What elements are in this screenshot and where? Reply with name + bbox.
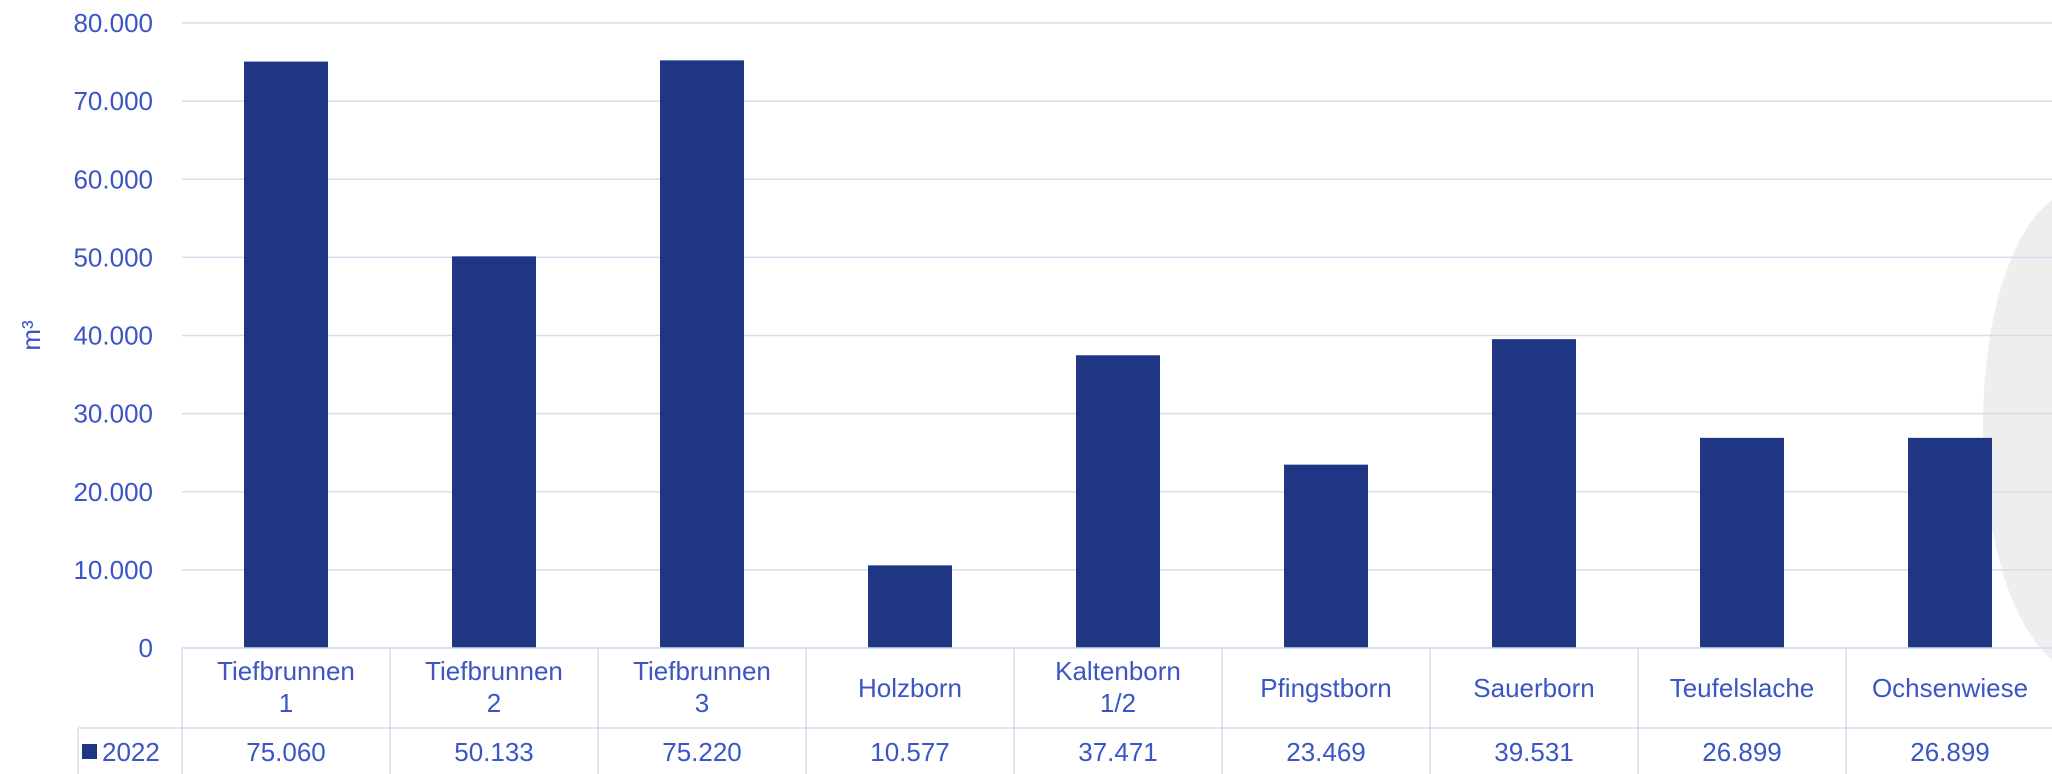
category-label: Kaltenborn 1/2 [1055,656,1181,718]
y-tick-label: 80.000 [73,8,153,38]
bar [660,60,744,648]
category-label: Tiefbrunnen 3 [633,656,771,718]
bar [244,61,328,648]
category-label: Holzborn [858,673,962,703]
category-label: Tiefbrunnen 1 [217,656,355,718]
legend-swatch [82,744,97,759]
value-label: 26.899 [1910,737,1990,767]
category-label: Ochsenwiese [1872,673,2028,703]
category-label: Pfingstborn [1260,673,1392,703]
category-label: Teufelslache [1670,673,1815,703]
y-axis-label: m³ [16,320,46,351]
watermark-arc [1983,200,2052,660]
data-table: Tiefbrunnen 1 Tiefbrunnen 2 Tiefbrunnen 3 Holz… [77,647,2052,774]
y-tick-label: 20.000 [73,477,153,507]
value-label: 37.471 [1078,737,1158,767]
bar [1076,355,1160,648]
category-label: Sauerborn [1473,673,1594,703]
bar [1908,437,1992,648]
watermark-logo [1983,200,2052,660]
y-tick-label: 70.000 [73,86,153,116]
y-tick-label: 10.000 [73,555,153,585]
bars [244,60,1992,648]
bar [1284,464,1368,648]
value-label: 26.899 [1702,737,1782,767]
value-label: 39.531 [1494,737,1574,767]
y-tick-label: 60.000 [73,164,153,194]
bar [452,256,536,648]
y-tick-label: 40.000 [73,321,153,351]
bar [1700,437,1784,648]
value-label: 10.577 [870,737,950,767]
category-label: Tiefbrunnen 2 [425,656,563,718]
y-axis-ticks: 0 10.000 20.000 30.000 40.000 50.000 60.000 70.… [73,8,153,663]
value-label: 50.133 [454,737,534,767]
bar [868,565,952,648]
value-label: 75.220 [662,737,742,767]
y-tick-label: 30.000 [73,399,153,429]
value-label: 75.060 [246,737,326,767]
legend-label: 2022 [102,737,160,767]
value-label: 23.469 [1286,737,1366,767]
y-tick-label: 0 [139,633,153,663]
bar [1492,339,1576,648]
y-tick-label: 50.000 [73,242,153,272]
